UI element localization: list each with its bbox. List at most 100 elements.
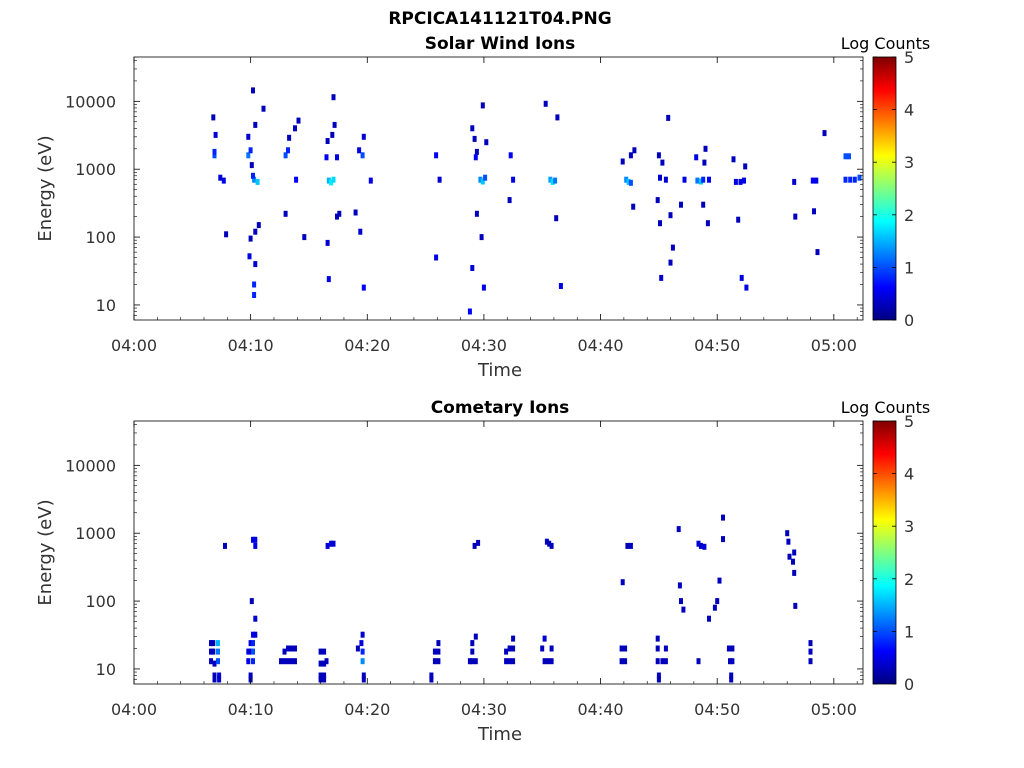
cometary-data-cell [663, 658, 668, 665]
solar-wind-data-cell [212, 148, 217, 155]
solar-wind-data-cell [742, 177, 746, 184]
cometary-data-cell [436, 658, 441, 665]
solar-wind-y-tick-label: 10000 [65, 92, 116, 111]
solar-wind-data-cell [553, 177, 558, 184]
cometary-data-cell [542, 635, 547, 642]
solar-wind-data-cell [668, 259, 673, 266]
solar-wind-data-cell [253, 228, 258, 235]
cometary-data-cell [432, 658, 437, 665]
cometary-data-cell [329, 540, 334, 547]
solar-wind-data-cell [628, 179, 633, 186]
solar-wind-x-tick-label: 04:30 [461, 336, 507, 355]
cometary-data-cell [712, 604, 717, 611]
solar-wind-data-cell [744, 284, 749, 291]
solar-wind-data-cell [843, 153, 848, 160]
solar-wind-data-cell [679, 201, 683, 208]
solar-wind-data-cell [294, 176, 299, 183]
cometary-data-cell [246, 648, 251, 655]
cometary-data-cell [331, 540, 336, 547]
solar-wind-data-cell [368, 177, 373, 184]
solar-wind-data-cell [822, 130, 827, 137]
solar-wind-data-cell [221, 177, 226, 184]
cometary-data-cell [286, 645, 290, 652]
solar-wind-data-cell [793, 213, 798, 220]
cometary-data-cell [248, 640, 253, 647]
solar-wind-data-cell [286, 147, 290, 154]
solar-wind-panel: 04:00 04:10 04:20 04:30 04:40 04:50 05:0010100… [35, 34, 930, 381]
solar-wind-data-cell [330, 131, 335, 138]
solar-wind-data-cell [478, 176, 483, 183]
cometary-data-cell [286, 658, 290, 665]
solar-wind-data-cell [361, 284, 366, 291]
solar-wind-data-cell [543, 100, 548, 107]
cometary-data-cell [212, 676, 217, 683]
solar-wind-data-cell [739, 274, 744, 281]
solar-wind-data-cell [628, 152, 633, 159]
solar-wind-data-cell [224, 231, 229, 238]
solar-wind-x-tick-label: 04:00 [111, 336, 157, 355]
cometary-plot-area [134, 421, 863, 684]
solar-wind-data-cell [659, 274, 664, 281]
cometary-data-cell [322, 660, 327, 667]
solar-wind-data-cell [705, 220, 710, 227]
cometary-x-tick-label: 04:10 [228, 700, 274, 719]
solar-wind-data-cell [852, 176, 857, 183]
cometary-y-tick-label: 1000 [75, 524, 116, 543]
solar-wind-data-cell [253, 261, 258, 268]
solar-wind-data-cell [434, 254, 439, 261]
cometary-data-cell [792, 569, 797, 576]
cometary-data-cell [730, 658, 735, 665]
solar-wind-data-cell [847, 153, 851, 160]
cometary-data-cell [702, 543, 707, 550]
solar-wind-data-cell [733, 178, 738, 185]
cometary-data-cell [209, 640, 213, 647]
solar-wind-data-cell [620, 158, 625, 165]
solar-wind-data-cell [703, 145, 708, 152]
cometary-data-cell [211, 648, 216, 655]
cometary-data-cell [547, 540, 552, 547]
solar-wind-data-cell [658, 220, 662, 227]
solar-wind-data-cell [353, 209, 358, 216]
cometary-data-cell [436, 648, 441, 655]
cometary-data-cell [717, 577, 722, 584]
cometary-data-cell [808, 658, 813, 665]
solar-wind-data-cell [702, 159, 707, 166]
solar-wind-data-cell [283, 152, 288, 159]
cometary-data-cell [360, 648, 365, 655]
solar-wind-data-cell [810, 177, 815, 184]
solar-wind-data-cell [360, 152, 365, 159]
cometary-data-cell [248, 648, 253, 655]
cometary-data-cell [473, 633, 478, 640]
cometary-x-tick-label: 05:00 [811, 700, 857, 719]
cometary-data-cell [511, 635, 516, 642]
solar-wind-data-cell [660, 159, 665, 166]
cometary-y-tick-label: 10000 [65, 456, 116, 475]
cometary-data-cell [549, 645, 554, 652]
cometary-data-cell [793, 602, 798, 609]
cometary-data-cell [216, 640, 220, 647]
cometary-data-cell [470, 648, 475, 655]
solar-wind-data-cell [213, 131, 218, 138]
cometary-data-cell [504, 648, 509, 655]
solar-wind-data-cell [558, 283, 563, 289]
cometary-data-cell [209, 648, 213, 655]
solar-wind-data-cell [287, 134, 292, 141]
solar-wind-y-axis-label: Energy (eV) [35, 135, 56, 241]
cometary-data-cell [729, 672, 734, 679]
solar-wind-data-cell [480, 178, 485, 185]
solar-wind-x-axis-label: Time [477, 360, 522, 381]
cometary-data-cell [540, 645, 545, 652]
solar-wind-x-tick-label: 04:50 [694, 336, 740, 355]
solar-wind-x-tick-label: 05:00 [811, 336, 857, 355]
cometary-data-cell [282, 658, 287, 665]
cometary-data-cell [470, 640, 475, 647]
solar-wind-data-cell [248, 235, 253, 242]
solar-wind-data-cell [335, 213, 339, 220]
cometary-data-cell [361, 672, 366, 679]
solar-wind-data-cell [666, 114, 671, 121]
cometary-data-cell [786, 538, 791, 545]
cometary-data-cell [216, 658, 220, 665]
cometary-data-cell [511, 658, 516, 665]
solar-wind-data-cell [682, 176, 687, 183]
